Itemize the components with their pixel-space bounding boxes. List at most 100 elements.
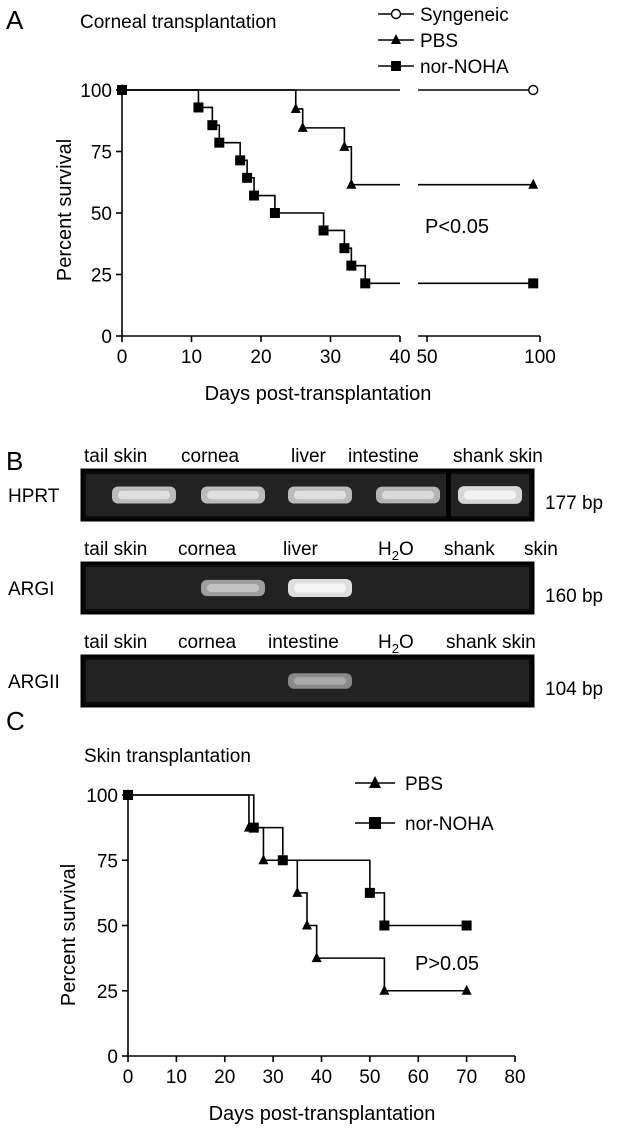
panel-a-letter: A [6,5,24,35]
x-tick-label: 40 [389,347,410,368]
data-point-pbs [292,886,303,897]
data-point-pbs [379,984,390,995]
data-point-nor-noha [379,920,390,931]
panel-c-ylabel: Percent survival [58,864,80,1006]
gel-band-core [207,490,259,500]
lane-label: intestine [348,446,419,467]
x-tick-label: 20 [250,347,271,368]
panel-c-letter: C [6,706,25,736]
y-tick-label: 100 [80,81,112,102]
legend-marker-nor-noha [369,817,381,829]
legend-label-syngeneic: Syngeneic [420,5,509,26]
legend-marker-nor-noha [391,61,401,71]
lane-label: cornea [178,539,237,560]
gel-band-core [294,583,346,593]
data-point-nor-noha [528,278,539,289]
gel-band-core [294,677,346,685]
lane-label: tail skin [84,632,147,653]
panel-c-pvalue: P>0.05 [415,953,479,975]
x-tick-label: 30 [263,1067,284,1088]
lane-label: H2O [378,539,414,563]
x-tick-label: 0 [123,1067,134,1088]
panel-a-xlabel: Days post-transplantation [205,383,432,405]
band-size-label: 104 bp [545,679,603,700]
data-point-nor-noha [461,920,472,931]
lane-label: cornea [178,632,237,653]
data-point-pbs [311,952,322,963]
chart-c: 0 25 50 75 100 0 10 20 30 40 50 60 70 80 [86,786,525,1088]
data-point-pbs [297,121,308,132]
legend-label-pbs: PBS [405,774,443,795]
gel-divider [446,470,451,520]
panel-a-title: Corneal transplantation [80,12,276,33]
data-point-nor-noha [242,172,253,183]
data-point-nor-noha [346,260,357,271]
data-point-nor-noha [360,278,371,289]
series-line-pbs [122,89,353,185]
panel-a-ylabel: Percent survival [54,139,76,281]
panel-c-title: Skin transplantation [84,746,251,767]
gel-band [376,486,440,504]
x-tick-label: 10 [181,347,202,368]
legend-marker-pbs [391,34,401,44]
lane-label: shank [444,539,495,560]
y-tick-label: 50 [91,204,112,225]
lane-label: H2O [378,632,414,656]
data-point-pbs [461,984,472,995]
legend-a: Syngeneic PBS nor-NOHA [378,5,509,78]
lane-label: liver [291,446,327,467]
gene-label: ARGI [8,579,54,600]
x-tick-label: 50 [416,347,437,368]
data-point-nor-noha [249,190,260,201]
band-size-label: 177 bp [545,493,603,514]
y-tick-label: 0 [107,1047,118,1068]
gel-band-core [207,583,259,593]
data-point-nor-noha [248,822,259,833]
x-tick-label: 70 [456,1067,477,1088]
gel-band [201,579,265,597]
data-point-nor-noha [277,855,288,866]
y-tick-label: 25 [97,982,118,1003]
gene-label: HPRT [8,486,60,507]
series-line-nor-noha [128,794,467,927]
lane-label: liver [283,539,319,560]
gel-band-core [464,490,516,500]
legend-label-pbs: PBS [420,31,458,52]
gel-band [288,673,352,689]
data-point-nor-noha [193,102,204,113]
gel-band-core [294,490,346,500]
data-point-pbs [301,919,312,930]
x-tick-label: 40 [311,1067,332,1088]
gel-band-core [118,490,170,500]
lane-label: skin [524,539,558,560]
lane-label: cornea [181,446,240,467]
data-point-nor-noha [339,243,350,254]
x-tick-label: 20 [214,1067,235,1088]
y-tick-label: 75 [91,143,112,164]
panel-b-letter: B [6,446,23,476]
lane-label: tail skin [84,539,147,560]
lane-label: intestine [268,632,339,653]
data-point-pbs [258,854,269,865]
data-point-nor-noha [269,208,280,218]
legend-marker-syngeneic [390,8,402,20]
x-tick-label: 0 [117,347,128,368]
lane-label: shank skin [446,632,536,653]
data-point-nor-noha [235,155,246,166]
data-point-pbs [346,178,357,189]
data-point-syngeneic [528,84,539,96]
x-tick-label: 50 [359,1067,380,1088]
x-tick-label: 60 [408,1067,429,1088]
series-line-nor-noha [122,89,367,284]
data-point-nor-noha [123,790,133,800]
lane-label: shank skin [453,446,543,467]
x-tick-label: 30 [320,347,341,368]
panel-c-xlabel: Days post-transplantation [209,1103,436,1125]
legend-label-nor-noha: nor-NOHA [420,57,509,78]
x-tick-label: 100 [524,347,556,368]
legend-label-nor-noha: nor-NOHA [405,814,494,835]
data-point-nor-noha [117,85,127,95]
y-tick-label: 0 [101,327,112,348]
gel-band-core [382,490,434,500]
